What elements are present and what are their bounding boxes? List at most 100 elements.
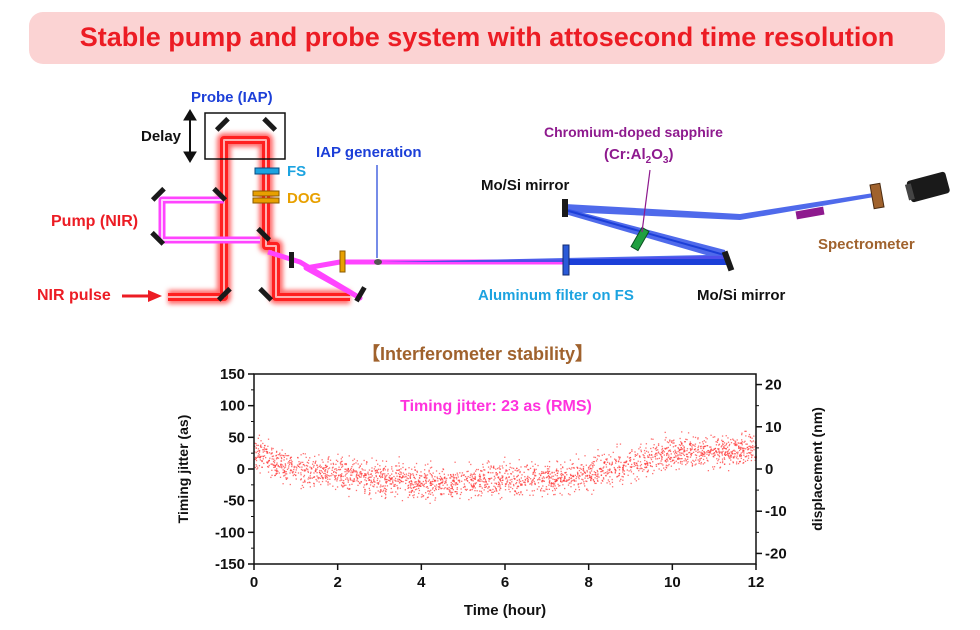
data-point [466,470,468,473]
data-point [651,450,653,453]
data-point [397,469,399,472]
data-point [678,449,681,452]
data-point [427,480,430,482]
data-point [639,468,641,470]
data-point [387,479,390,481]
data-point [602,480,604,482]
data-point [301,484,304,487]
data-point [515,481,518,484]
data-point [303,474,306,477]
data-point [465,489,468,491]
data-point [384,469,386,471]
data-point [590,467,592,469]
data-point [717,448,719,450]
data-point [388,476,390,478]
data-point [377,472,379,474]
data-point [370,473,373,475]
data-point [700,454,702,456]
data-point [314,470,317,473]
data-point [467,480,469,482]
data-point [382,490,384,493]
data-point [283,456,286,459]
data-point [431,488,434,490]
data-point [578,489,581,491]
data-point [724,463,726,465]
data-point [422,495,424,498]
data-point [322,467,324,470]
data-point [491,491,493,493]
data-point [322,478,324,480]
data-point [631,449,633,451]
data-point [418,477,421,479]
data-point [304,465,306,467]
data-point [271,452,273,455]
data-point [284,470,286,472]
data-point [327,482,329,484]
data-point [388,479,390,482]
data-point [359,471,361,473]
data-point [408,494,411,496]
data-point [545,486,548,488]
data-point [690,453,693,455]
data-point [257,455,259,457]
data-point [560,464,562,466]
data-point [562,479,565,482]
data-point [273,464,275,466]
data-point [597,474,599,476]
data-point [621,466,624,469]
data-point [743,452,745,454]
data-point [546,488,548,491]
data-point [572,475,574,477]
data-point [300,461,302,463]
data-point [645,476,648,478]
orange-plate [339,250,346,273]
data-point [509,482,511,484]
data-point [448,488,450,491]
data-point [704,452,706,454]
data-point [746,455,748,457]
data-point [500,477,502,479]
data-point [379,471,382,474]
data-point [273,466,275,469]
data-point [498,483,500,485]
data-point [417,484,419,486]
data-point [664,460,666,462]
data-point [582,466,585,468]
data-point [287,462,289,464]
data-point [750,459,753,462]
data-point [590,475,592,477]
data-point [300,454,302,456]
data-point [450,491,453,493]
data-point [487,478,490,480]
data-point [483,477,486,479]
data-point [409,473,412,475]
data-point [503,461,505,463]
data-point [340,475,342,477]
data-point [718,458,720,460]
data-point [660,454,662,456]
data-point [508,476,510,478]
data-point [678,444,681,446]
data-point [424,464,427,466]
data-point [636,476,638,478]
data-point [396,493,399,495]
data-point [397,488,399,490]
data-point [586,488,588,491]
data-point [262,451,264,453]
data-point [566,468,568,470]
data-point [309,466,311,468]
data-point [429,491,431,493]
data-point [669,449,671,451]
data-point [738,445,740,448]
data-point [266,465,269,468]
data-point [446,477,448,480]
data-point [655,458,657,460]
data-point [485,485,487,488]
data-point [295,469,297,471]
data-point [752,447,754,449]
data-point [622,479,624,481]
data-point [395,472,397,475]
data-point [683,447,685,449]
data-point [643,449,646,452]
data-point [434,475,436,478]
